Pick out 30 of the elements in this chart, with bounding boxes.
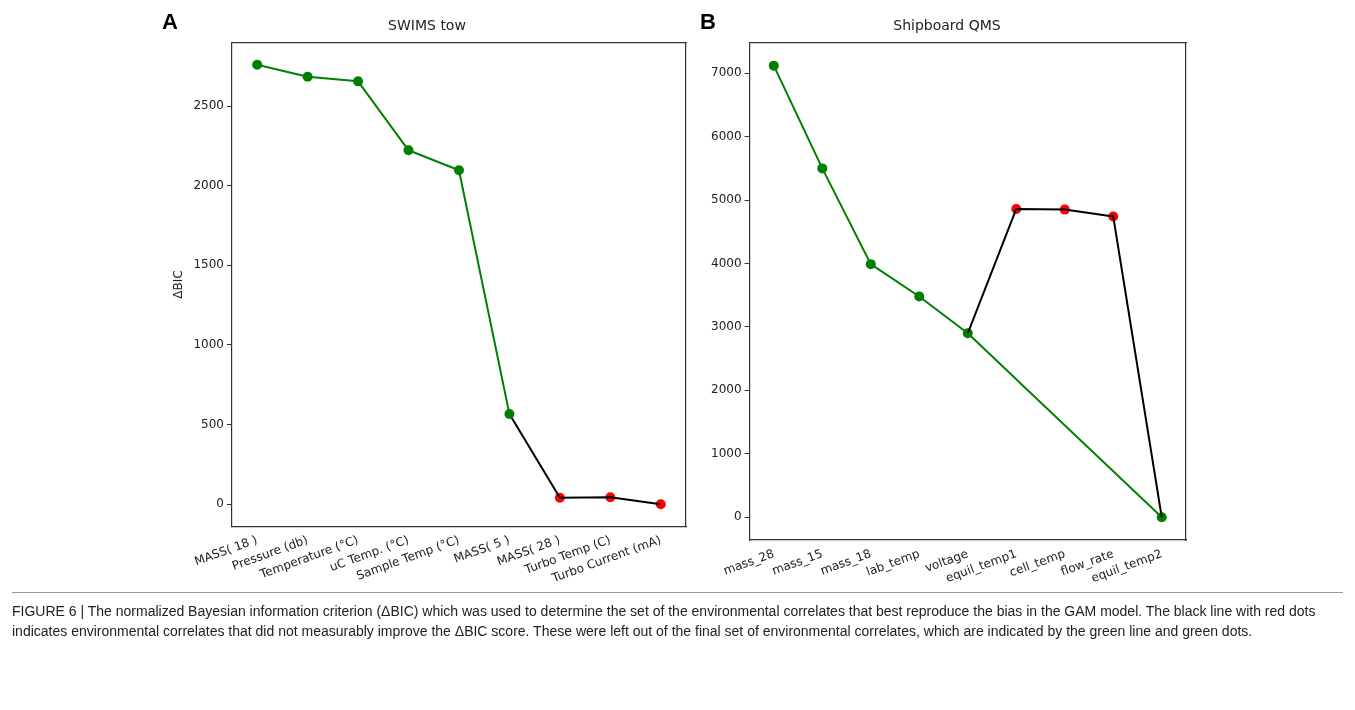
chart-title: Shipboard QMS bbox=[893, 17, 1001, 34]
y-tick-label: 5000 bbox=[710, 192, 742, 207]
point bbox=[817, 163, 828, 174]
point bbox=[453, 165, 464, 176]
text: B bbox=[700, 9, 716, 35]
y-axis-title: ΔBIC bbox=[171, 270, 186, 299]
y-tick-label: 2500 bbox=[193, 98, 224, 113]
point bbox=[768, 60, 779, 71]
text: A bbox=[161, 9, 178, 35]
y-tick-label: 6000 bbox=[710, 128, 742, 143]
y-tick-label: 1000 bbox=[193, 337, 224, 352]
point bbox=[865, 259, 876, 270]
point bbox=[914, 291, 925, 302]
y-tick-label: 3000 bbox=[710, 319, 742, 334]
y-tick-label: 2000 bbox=[710, 382, 742, 397]
y-tick-label: 4000 bbox=[710, 255, 742, 270]
point bbox=[252, 59, 263, 70]
point bbox=[302, 71, 313, 82]
point bbox=[353, 76, 364, 87]
y-tick-label: 2000 bbox=[193, 177, 224, 192]
y-tick-label: 500 bbox=[201, 416, 224, 431]
caption: FIGURE 6 | The normalized Bayesian information criterion (ΔBIC) which was used to determine the set of the environmental correlates that best reproduce the bias in the GAM model. The black line with red dots indicates environmental correlates that did not measurably improve the ΔBIC score. These were left out of the final set of environmental correlates, which are indicated by the green line and green dots. bbox=[12, 602, 1317, 641]
point bbox=[403, 145, 414, 156]
chart-title: SWIMS tow bbox=[388, 17, 466, 34]
y-tick-label: 0 bbox=[733, 509, 742, 524]
y-tick-label: 1000 bbox=[710, 445, 742, 460]
y-tick-label: 7000 bbox=[710, 65, 742, 80]
y-tick-label: 1500 bbox=[193, 257, 224, 272]
point bbox=[504, 409, 515, 420]
y-tick-label: 0 bbox=[216, 496, 224, 511]
